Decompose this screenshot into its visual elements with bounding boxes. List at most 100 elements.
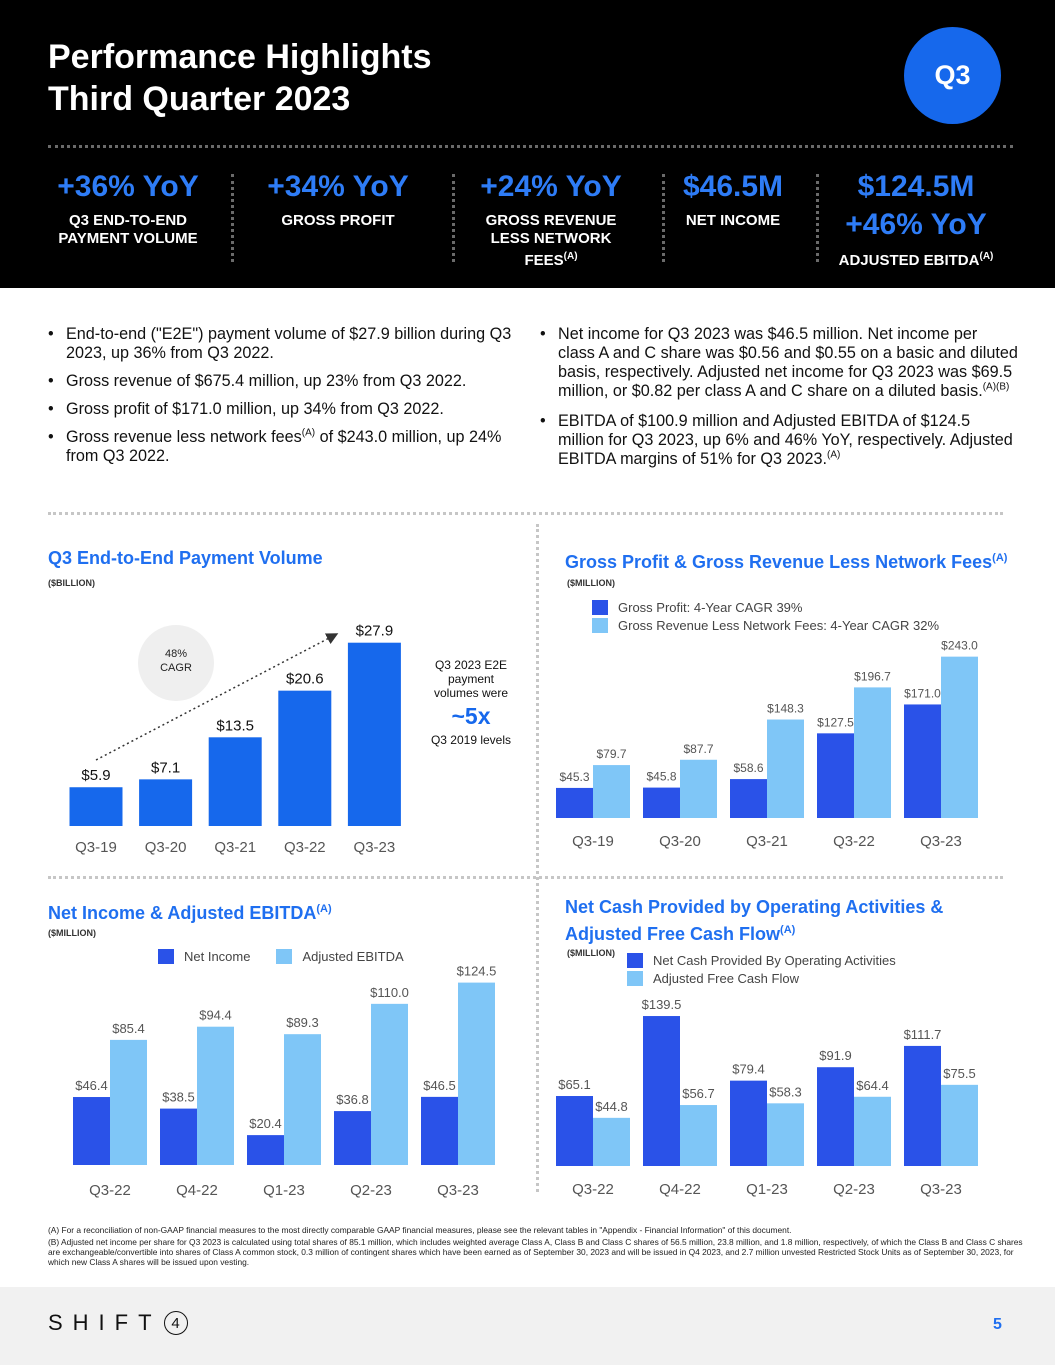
bar-q4-22-s1 <box>643 1016 680 1166</box>
legend-swatch <box>592 617 608 633</box>
kpi-value: $46.5M <box>682 170 784 203</box>
x-tick-label: Q3-19 <box>75 839 117 856</box>
chart3-legend: Net Income Adjusted EBITDA <box>158 949 404 964</box>
chart4-title: Net Cash Provided by Operating Activitie… <box>565 897 944 944</box>
bullet-item: End-to-end ("E2E") payment volume of $27… <box>48 325 530 363</box>
bar-q3-21-s1 <box>730 779 767 818</box>
data-label: $148.3 <box>767 702 804 716</box>
data-label: $139.5 <box>642 997 682 1012</box>
x-tick-label: Q3-22 <box>572 1181 614 1198</box>
chart4-legend: Net Cash Provided By Operating Activitie… <box>627 951 896 987</box>
bar-q3-19-s1 <box>556 787 593 818</box>
x-tick-label: Q2-23 <box>350 1182 392 1199</box>
kpi-value: +36% YoY <box>57 170 199 203</box>
x-tick-label: Q1-23 <box>263 1182 305 1199</box>
footnote-a: (A) For a reconciliation of non-GAAP fin… <box>48 1225 792 1235</box>
data-label: $46.5 <box>423 1078 456 1093</box>
bar-q3-23-s2 <box>458 982 495 1165</box>
bar-q3-23-s1 <box>904 1045 941 1166</box>
chart1-unit: ($BILLION) <box>48 578 95 588</box>
bar-q3-22-s2 <box>854 687 891 818</box>
data-label: $64.4 <box>856 1078 889 1093</box>
bar-q2-23-s1 <box>334 1111 371 1165</box>
bar-q3-21-s1 <box>208 737 262 826</box>
chart4-net-cash: $65.1 $44.8 Q3-22 $139.5 $56.7 Q4-22 $79.4 $58.… <box>556 997 978 1198</box>
callout-line3: volumes were <box>434 686 508 700</box>
callout-line1: Q3 2023 E2E <box>435 658 507 672</box>
section-divider <box>48 512 1003 515</box>
cagr-badge <box>138 625 214 701</box>
kpi-separator <box>452 174 455 262</box>
legend-item: Gross Revenue Less Network Fees: 4-Year … <box>592 616 939 634</box>
data-label: $243.0 <box>941 639 978 653</box>
bar-q1-23-s1 <box>730 1080 767 1166</box>
x-tick-label: Q3-20 <box>145 839 187 856</box>
data-label: $94.4 <box>199 1008 232 1023</box>
bar-q3-19-s1 <box>69 787 123 826</box>
bar-q3-22-s1 <box>556 1096 593 1166</box>
bar-q3-20-s1 <box>139 779 193 826</box>
page-title-line2: Third Quarter 2023 <box>48 80 351 118</box>
bar-q4-22-s1 <box>160 1108 197 1165</box>
header-divider <box>48 145 1013 148</box>
chart1-title: Q3 End-to-End Payment Volume <box>48 548 323 568</box>
legend-item: Net Cash Provided By Operating Activitie… <box>627 951 896 969</box>
shift4-logo: SHIFT 4 <box>48 1310 188 1336</box>
header-band <box>0 0 1055 288</box>
x-tick-label: Q3-23 <box>437 1182 479 1199</box>
highlights-left: End-to-end ("E2E") payment volume of $27… <box>48 325 530 475</box>
x-tick-label: Q3-22 <box>284 839 326 856</box>
data-label: $36.8 <box>336 1092 369 1107</box>
bar-q3-23-s2 <box>941 656 978 818</box>
legend-swatch <box>627 952 643 968</box>
x-tick-label: Q3-23 <box>354 839 396 856</box>
bar-q1-23-s2 <box>284 1034 321 1165</box>
bar-q3-23-s1 <box>421 1096 458 1165</box>
bullet-item: Gross profit of $171.0 million, up 34% f… <box>48 400 530 419</box>
bar-q4-22-s2 <box>197 1026 234 1165</box>
callout-multiple: ~5x <box>451 703 490 729</box>
callout-line2: payment <box>448 672 495 686</box>
x-tick-label: Q3-23 <box>920 833 962 850</box>
kpi-label: ADJUSTED EBITDA(A) <box>838 251 994 269</box>
legend-label: Net Income <box>184 949 251 964</box>
bar-q3-22-s2 <box>110 1039 147 1165</box>
data-label: $20.6 <box>286 671 324 688</box>
chart4-unit: ($MILLION) <box>567 948 615 958</box>
bar-q3-21-s2 <box>767 719 804 818</box>
footnote-b: (B) Adjusted net income per share for Q3… <box>48 1237 1023 1267</box>
bar-q1-23-s1 <box>247 1135 284 1165</box>
bar-q3-22-s1 <box>278 690 332 826</box>
section-divider <box>48 876 1003 879</box>
page-number: 5 <box>993 1316 1002 1333</box>
cagr-value: 48% <box>165 648 187 660</box>
legend-item: Adjusted Free Cash Flow <box>627 969 896 987</box>
kpi-value: $124.5M <box>857 170 975 203</box>
data-label: $79.4 <box>732 1062 765 1077</box>
kpi-label: NET INCOME <box>685 212 781 229</box>
kpi-e2e-volume: +36% YoY Q3 END-TO-END PAYMENT VOLUME <box>48 168 208 248</box>
legend-swatch <box>627 970 643 986</box>
kpi-value: +34% YoY <box>267 170 409 203</box>
kpi-label: GROSS PROFIT <box>281 212 395 229</box>
data-label: $5.9 <box>81 767 110 784</box>
column-divider <box>536 524 539 1192</box>
data-label: $127.5 <box>817 715 854 729</box>
bar-q1-23-s2 <box>767 1103 804 1166</box>
x-tick-label: Q3-22 <box>833 833 875 850</box>
kpi-gross-revenue-less-fees: +24% YoY GROSS REVENUE LESS NETWORK FEES(A… <box>471 168 631 270</box>
highlights-right: Net income for Q3 2023 was $46.5 million… <box>540 325 1018 478</box>
data-label: $7.1 <box>151 759 180 776</box>
x-tick-label: Q3-21 <box>214 839 256 856</box>
data-label: $20.4 <box>249 1116 282 1131</box>
legend-item: Gross Profit: 4-Year CAGR 39% <box>592 598 939 616</box>
data-label: $44.8 <box>595 1099 628 1114</box>
kpi-value-yoy: +46% YoY <box>845 208 987 241</box>
kpi-label: Q3 END-TO-END PAYMENT VOLUME <box>58 212 198 247</box>
x-tick-label: Q3-21 <box>746 833 788 850</box>
data-label: $46.4 <box>75 1078 108 1093</box>
bullet-item: Net income for Q3 2023 was $46.5 million… <box>540 325 1018 401</box>
data-label: $124.5 <box>457 964 497 979</box>
footnotes: (A) For a reconciliation of non-GAAP fin… <box>48 1225 1023 1269</box>
bar-q3-22-s2 <box>593 1117 630 1166</box>
